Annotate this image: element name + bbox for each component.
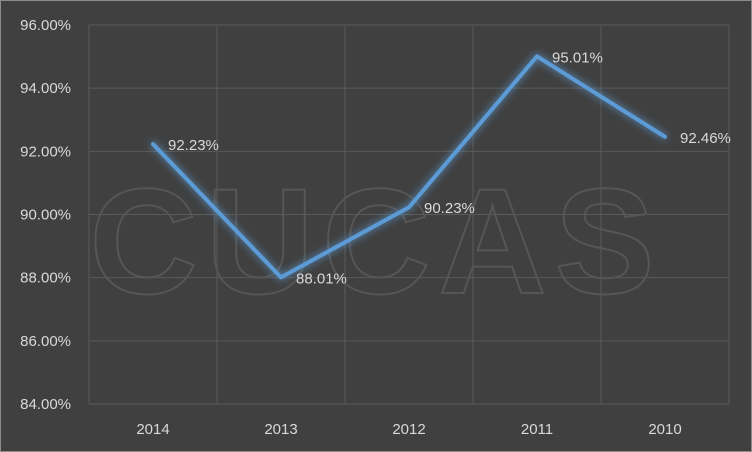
y-tick-label: 90.00% (20, 207, 71, 224)
data-label: 92.23% (168, 137, 219, 154)
x-tick-label: 2014 (136, 421, 169, 438)
y-tick-label: 92.00% (20, 143, 71, 160)
x-tick-label: 2011 (521, 421, 553, 438)
x-axis-ticks: 2014 2013 2012 2011 2010 (136, 421, 681, 438)
y-tick-label: 84.00% (20, 396, 71, 413)
y-tick-label: 88.00% (20, 270, 71, 287)
x-tick-label: 2013 (264, 421, 297, 438)
y-tick-label: 86.00% (20, 333, 71, 350)
data-label: 88.01% (296, 270, 347, 287)
y-tick-label: 96.00% (20, 17, 71, 34)
data-labels: 92.23% 88.01% 90.23% 95.01% 92.46% (168, 49, 731, 287)
series-layer (151, 54, 667, 280)
data-label: 95.01% (552, 49, 603, 66)
data-label: 90.23% (424, 200, 475, 217)
watermark-text: CUCAS (89, 157, 662, 325)
x-tick-label: 2012 (392, 421, 425, 438)
y-tick-label: 94.00% (20, 80, 71, 97)
gridlines (88, 24, 730, 405)
series-line (151, 54, 667, 280)
data-label: 92.46% (680, 130, 731, 147)
x-tick-label: 2010 (648, 421, 681, 438)
y-axis-ticks: 84.00% 86.00% 88.00% 90.00% 92.00% 94.00% 96.0… (20, 17, 71, 413)
